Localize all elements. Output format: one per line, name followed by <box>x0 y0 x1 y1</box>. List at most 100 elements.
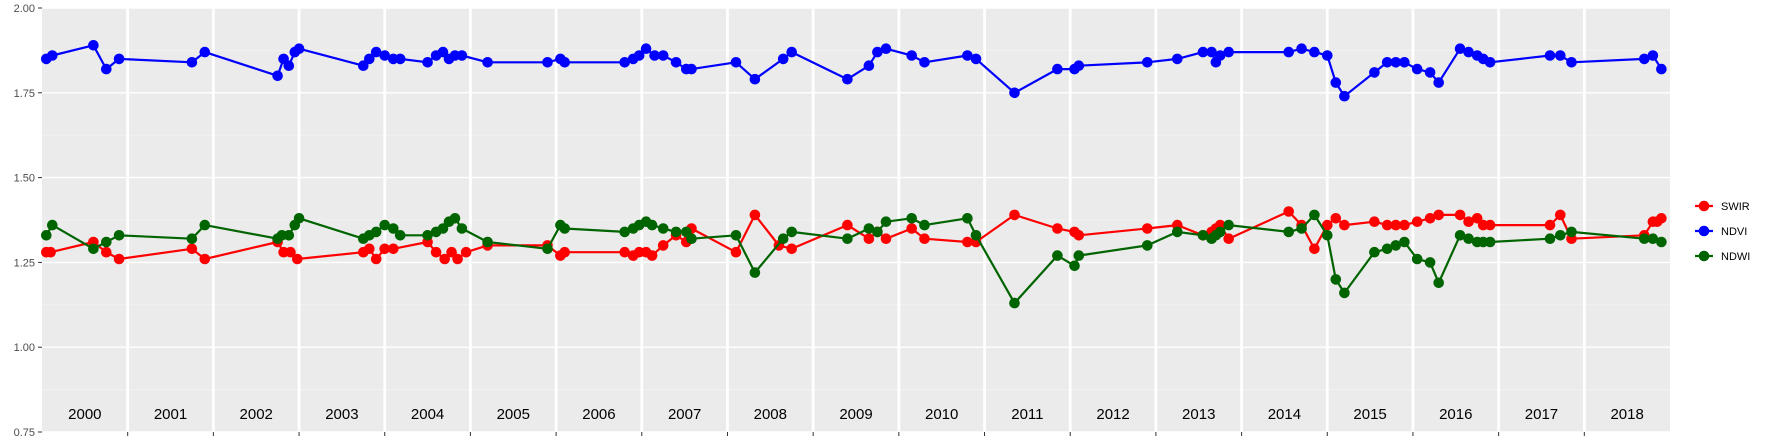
data-point <box>422 57 433 68</box>
data-point <box>1009 297 1020 309</box>
data-point <box>422 230 433 241</box>
year-label: 2006 <box>582 406 615 423</box>
y-tick-label: 1.00 <box>14 342 35 354</box>
data-point <box>1052 223 1063 234</box>
data-point <box>1369 216 1380 227</box>
data-point <box>293 213 305 224</box>
data-point <box>842 219 853 231</box>
data-point <box>1484 236 1496 248</box>
data-point <box>1647 233 1659 244</box>
year-label: 2015 <box>1353 406 1386 423</box>
data-point <box>1330 274 1342 285</box>
data-point <box>542 57 553 68</box>
data-point <box>1463 233 1474 244</box>
data-point <box>1052 63 1063 75</box>
data-point <box>482 57 493 68</box>
legend: SWIR NDVI NDWI <box>1695 200 1750 263</box>
data-point <box>1223 233 1234 244</box>
data-point <box>456 223 468 234</box>
data-point <box>1369 246 1380 258</box>
data-point <box>559 57 570 68</box>
data-point <box>379 243 391 255</box>
data-point <box>749 267 761 278</box>
data-point <box>1433 277 1444 289</box>
data-point <box>1381 219 1393 231</box>
data-point <box>880 43 892 54</box>
data-point <box>1322 230 1333 241</box>
data-point <box>1206 46 1217 58</box>
data-point <box>45 246 56 258</box>
data-point <box>1555 50 1566 61</box>
data-point <box>730 246 742 258</box>
data-point <box>619 226 630 238</box>
data-point <box>358 60 369 71</box>
data-point <box>1073 60 1085 71</box>
data-point <box>1296 223 1307 234</box>
data-point <box>633 50 645 61</box>
data-point <box>1454 43 1466 54</box>
series-ndvi <box>41 40 1667 102</box>
data-point <box>1330 77 1342 88</box>
data-point <box>1339 287 1350 299</box>
data-point <box>1399 219 1410 231</box>
data-point <box>1424 257 1436 268</box>
data-point <box>379 50 391 61</box>
data-point <box>113 53 125 65</box>
y-axis: 0.75 1.00 1.25 1.50 1.75 2.00 <box>14 3 42 439</box>
data-point <box>657 223 669 234</box>
data-point <box>686 233 697 244</box>
data-point <box>730 57 742 68</box>
data-point <box>1566 57 1577 68</box>
data-point <box>88 40 99 51</box>
x-axis-ticks <box>127 432 1585 436</box>
data-point <box>1647 50 1659 61</box>
data-point <box>437 46 449 58</box>
data-point <box>619 57 630 68</box>
data-point <box>970 53 982 65</box>
data-point <box>906 223 917 234</box>
data-point <box>370 226 382 238</box>
data-point <box>863 233 875 244</box>
data-point <box>962 50 973 61</box>
data-point <box>646 219 658 231</box>
data-point <box>1433 209 1444 221</box>
data-point <box>686 63 697 75</box>
data-point <box>1296 43 1307 54</box>
data-point <box>186 57 198 68</box>
data-point <box>1639 233 1650 244</box>
data-point <box>1322 219 1333 231</box>
data-point <box>47 219 58 231</box>
data-point <box>1390 219 1402 231</box>
data-point <box>388 223 399 234</box>
data-point <box>786 226 797 238</box>
data-point <box>1069 260 1080 272</box>
data-point <box>1544 50 1556 61</box>
data-point <box>101 246 112 258</box>
data-point <box>1656 236 1667 248</box>
data-point <box>1309 209 1320 221</box>
data-point <box>394 53 406 65</box>
year-label: 2007 <box>668 406 701 423</box>
data-point <box>292 253 303 265</box>
data-point <box>1172 226 1183 238</box>
year-label: 2014 <box>1268 406 1301 423</box>
data-point <box>646 250 658 261</box>
series-layer <box>41 40 1667 309</box>
data-point <box>880 216 892 227</box>
data-point <box>1390 240 1402 251</box>
data-point <box>283 230 295 241</box>
data-point <box>640 43 652 54</box>
data-point <box>1223 46 1234 58</box>
data-point <box>670 226 682 238</box>
data-point <box>1142 57 1153 68</box>
data-point <box>1052 250 1063 261</box>
data-point <box>1381 243 1393 255</box>
data-point <box>919 233 930 244</box>
data-point <box>446 246 457 258</box>
data-point <box>649 50 660 61</box>
data-point <box>1484 219 1496 231</box>
data-point <box>970 230 982 241</box>
data-point <box>1283 226 1294 238</box>
year-label: 2003 <box>325 406 358 423</box>
